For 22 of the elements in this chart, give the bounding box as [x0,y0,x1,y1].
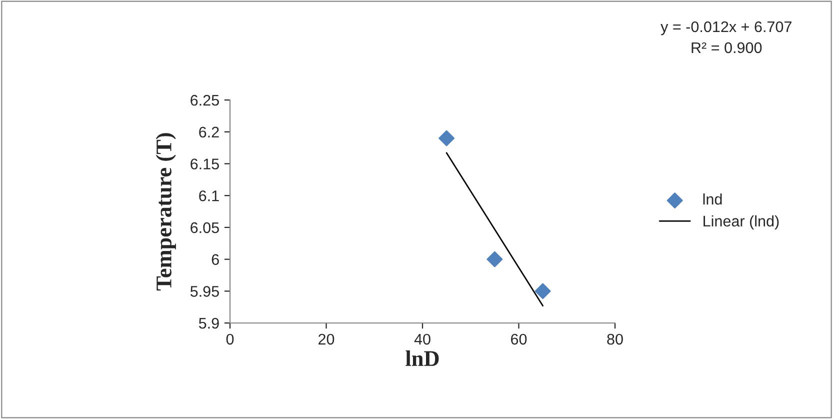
legend-label: Linear (lnd) [704,215,779,230]
point [534,283,551,300]
point [438,130,455,146]
y-tick-label: 6 [212,254,219,265]
y-tick-label: 6.25 [190,94,219,106]
x-tick-label: 20 [318,334,334,345]
text: y = -0.012x + 6.707 [660,21,792,36]
y-axis-title: Temperature (T) [156,133,176,290]
x-tick-label: 80 [607,334,623,345]
y-tick-label: 6.15 [190,158,219,170]
text: R² = 0.900 [692,42,762,54]
legend-label: lnd [703,193,722,205]
y-tick-label: 6.2 [199,126,219,138]
x-tick-label: 0 [226,334,234,345]
y-tick-label: 6.05 [190,222,219,234]
x-tick-label: 60 [511,334,527,345]
x-axis-title: lnD [406,350,439,366]
y-tick-label: 5.9 [198,318,219,329]
point [486,251,503,268]
y-tick-label: 6.1 [199,190,219,202]
x-tick-label: 40 [414,334,430,345]
y-tick-label: 5.95 [190,286,219,297]
